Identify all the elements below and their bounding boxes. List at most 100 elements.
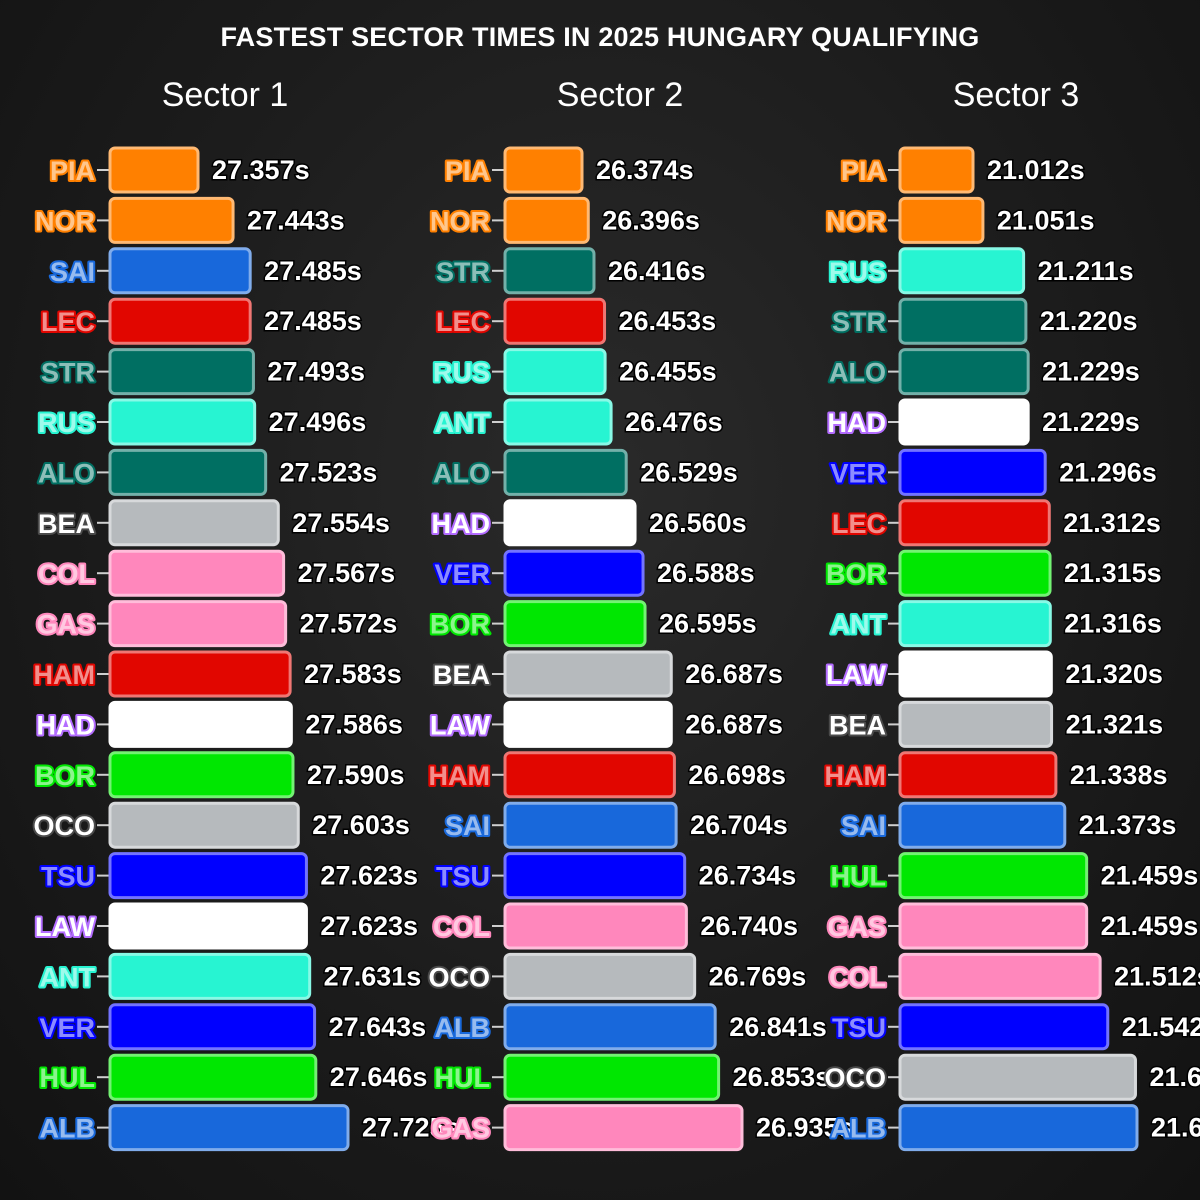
driver-label: ANT — [831, 610, 887, 640]
bar — [898, 146, 975, 194]
driver-label: LEC — [436, 307, 490, 337]
value-label: 27.572s — [300, 609, 398, 639]
bar — [108, 1003, 317, 1051]
bar — [898, 499, 1051, 547]
driver-label: NOR — [826, 206, 886, 236]
bar — [503, 398, 613, 446]
driver-label: BOR — [826, 559, 886, 589]
driver-label: BEA — [433, 660, 490, 690]
bar — [108, 499, 280, 547]
value-label: 26.455s — [619, 357, 717, 387]
driver-label: TSU — [41, 862, 95, 892]
driver-label: ALB — [40, 1114, 96, 1144]
value-label: 21.316s — [1064, 609, 1162, 639]
driver-label: OCO — [824, 1063, 886, 1093]
value-label: 21.229s — [1042, 407, 1140, 437]
value-label: 26.769s — [709, 961, 807, 991]
driver-label: ALB — [831, 1114, 887, 1144]
value-label: 21.542s — [1122, 1012, 1200, 1042]
bar — [108, 650, 292, 698]
value-label: 21.657s — [1151, 1113, 1200, 1143]
driver-label: LEC — [41, 307, 95, 337]
bar — [108, 600, 288, 648]
value-label: 27.623s — [320, 911, 418, 941]
bar — [108, 297, 252, 345]
bar — [108, 348, 255, 396]
value-label: 27.643s — [329, 1012, 427, 1042]
value-label: 27.646s — [330, 1062, 428, 1092]
bar — [898, 247, 1026, 295]
value-label: 27.485s — [264, 256, 362, 286]
value-label: 21.211s — [1038, 256, 1134, 286]
bar — [503, 902, 688, 950]
bar — [503, 448, 628, 496]
value-label: 27.485s — [264, 306, 362, 336]
bar — [108, 700, 293, 748]
driver-label: VER — [434, 559, 490, 589]
bar — [503, 1104, 744, 1152]
bar — [108, 952, 312, 1000]
value-label: 21.320s — [1065, 659, 1163, 689]
driver-label: COL — [433, 912, 490, 942]
value-label: 26.588s — [657, 558, 755, 588]
value-label: 27.583s — [304, 659, 402, 689]
value-label: 26.704s — [690, 810, 788, 840]
value-label: 26.853s — [733, 1062, 831, 1092]
value-label: 21.296s — [1059, 457, 1157, 487]
bar — [503, 348, 607, 396]
bar — [898, 600, 1052, 648]
value-label: 26.374s — [596, 155, 694, 185]
driver-label: NOR — [430, 206, 490, 236]
driver-label: HAM — [429, 761, 491, 791]
driver-label: HAD — [432, 509, 491, 539]
bar — [108, 852, 308, 900]
driver-label: LAW — [35, 912, 96, 942]
value-label: 27.567s — [298, 558, 396, 588]
value-label: 21.229s — [1042, 357, 1140, 387]
bar — [503, 751, 676, 799]
bar — [108, 1104, 350, 1152]
value-label: 27.443s — [247, 205, 345, 235]
value-label: 27.586s — [305, 709, 403, 739]
bar — [108, 196, 235, 244]
driver-label: LEC — [832, 509, 886, 539]
driver-label: ANT — [435, 408, 491, 438]
bar — [108, 801, 300, 849]
bar — [898, 549, 1052, 597]
bar — [108, 448, 268, 496]
value-label: 26.529s — [640, 457, 738, 487]
bar — [108, 247, 252, 295]
value-label: 21.512s — [1114, 961, 1200, 991]
value-label: 21.338s — [1070, 760, 1168, 790]
driver-label: SAI — [50, 257, 95, 287]
driver-label: RUS — [38, 408, 95, 438]
value-label: 21.220s — [1040, 306, 1138, 336]
value-label: 27.496s — [269, 407, 367, 437]
value-label: 21.012s — [987, 155, 1085, 185]
driver-label: HUL — [40, 1063, 96, 1093]
bar — [108, 1053, 318, 1101]
driver-label: OCO — [428, 962, 490, 992]
value-label: 26.935s — [756, 1113, 854, 1143]
driver-label: RUS — [829, 257, 886, 287]
driver-label: LAW — [826, 660, 887, 690]
driver-label: SAI — [445, 811, 490, 841]
value-label: 26.396s — [602, 205, 700, 235]
driver-label: BEA — [38, 509, 95, 539]
bar — [503, 1053, 721, 1101]
driver-label: PIA — [445, 156, 490, 186]
driver-label: GAS — [827, 912, 886, 942]
driver-label: PIA — [50, 156, 95, 186]
bar — [503, 650, 673, 698]
bar — [898, 700, 1054, 748]
driver-label: PIA — [841, 156, 886, 186]
driver-label: SAI — [841, 811, 886, 841]
bar — [108, 398, 257, 446]
bar — [503, 247, 596, 295]
bar — [503, 801, 678, 849]
driver-label: ALO — [38, 458, 95, 488]
sector-3-title: Sector 3 — [952, 76, 1080, 114]
value-label: 26.734s — [699, 861, 797, 891]
value-label: 21.459s — [1101, 911, 1199, 941]
driver-label: COL — [829, 962, 886, 992]
